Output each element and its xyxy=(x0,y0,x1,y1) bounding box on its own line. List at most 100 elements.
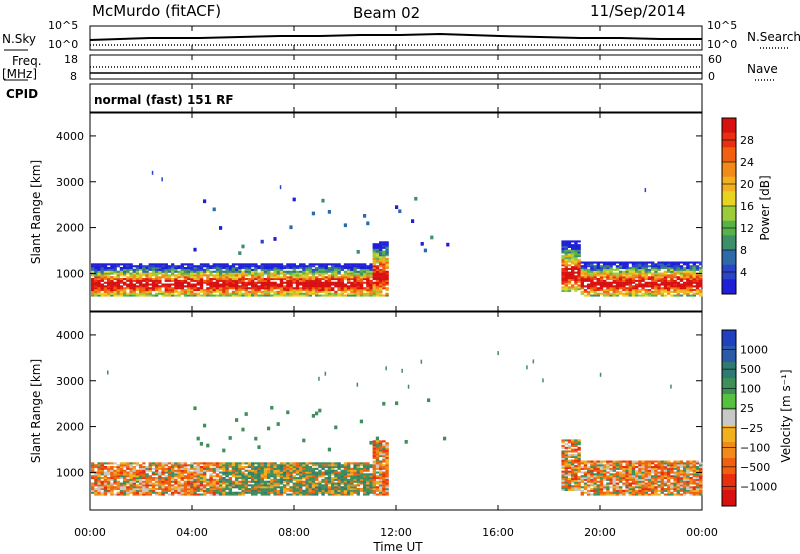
echo-cell xyxy=(606,471,610,474)
echo-cell xyxy=(97,466,101,469)
echo-cell xyxy=(308,466,312,469)
echo-cell xyxy=(375,265,380,268)
echo-cell xyxy=(644,484,648,487)
echo-cell xyxy=(423,248,427,253)
echo-cell xyxy=(209,491,213,494)
echo-cell xyxy=(247,469,252,472)
echo-cell xyxy=(100,292,104,295)
echo-cell xyxy=(299,290,303,293)
echo-cell xyxy=(625,279,629,282)
echo-cell xyxy=(257,272,261,275)
echo-cell xyxy=(270,475,274,478)
echo-cell xyxy=(241,466,245,469)
echo-cell xyxy=(635,489,639,492)
echo-cell xyxy=(276,274,280,277)
echo-cell xyxy=(295,272,300,275)
echo-cell xyxy=(382,263,386,266)
echo-cell xyxy=(596,460,600,463)
echo-cell xyxy=(94,292,98,295)
echo-cell xyxy=(340,265,344,268)
echo-cell xyxy=(116,480,120,483)
echo-cell xyxy=(660,469,664,472)
echo-cell xyxy=(660,292,664,295)
echo-cell xyxy=(660,478,664,481)
x-tick-label: 08:00 xyxy=(278,526,310,539)
echo-cell xyxy=(311,480,316,483)
echo-cell xyxy=(97,285,101,288)
echo-cell xyxy=(174,283,178,286)
echo-cell xyxy=(91,489,95,492)
echo-cell xyxy=(686,477,690,480)
echo-cell xyxy=(686,473,690,476)
echo-cell xyxy=(382,256,386,259)
echo-cell xyxy=(647,469,652,472)
echo-cell xyxy=(97,289,101,292)
echo-cell xyxy=(561,278,565,281)
echo-cell xyxy=(231,268,236,271)
echo-cell xyxy=(356,464,360,467)
echo-cell xyxy=(631,469,636,472)
echo-cell xyxy=(132,466,136,469)
echo-cell xyxy=(215,466,220,469)
echo-cell xyxy=(593,489,597,492)
echo-cell xyxy=(283,285,287,288)
echo-cell xyxy=(267,283,271,286)
echo-cell xyxy=(334,294,338,297)
echo-cell xyxy=(267,281,271,284)
echo-cell xyxy=(356,489,360,492)
echo-cell xyxy=(615,285,620,288)
echo-cell xyxy=(337,467,341,470)
echo-cell xyxy=(683,467,687,470)
echo-cell xyxy=(142,469,146,472)
echo-cell xyxy=(164,488,168,491)
echo-cell xyxy=(628,477,632,480)
echo-cell xyxy=(247,272,252,275)
echo-cell xyxy=(647,460,652,463)
echo-cell xyxy=(183,462,188,465)
echo-cell xyxy=(372,278,376,281)
echo-cell xyxy=(567,455,572,458)
echo-cell xyxy=(196,294,200,297)
echo-cell xyxy=(615,473,620,476)
echo-cell xyxy=(564,280,568,283)
echo-cell xyxy=(327,464,332,467)
echo-cell xyxy=(651,491,655,494)
echo-cell xyxy=(587,471,591,474)
echo-cell xyxy=(343,267,348,270)
echo-cell xyxy=(564,459,568,462)
echo-cell xyxy=(129,462,133,465)
echo-cell xyxy=(167,478,172,481)
echo-cell xyxy=(692,478,696,481)
echo-cell xyxy=(97,292,101,295)
echo-cell xyxy=(257,489,261,492)
echo-cell xyxy=(583,261,588,264)
echo-cell xyxy=(347,265,351,268)
echo-cell xyxy=(615,486,620,489)
echo-cell xyxy=(148,289,152,292)
echo-cell xyxy=(286,478,290,481)
echo-cell xyxy=(343,469,348,472)
echo-cell xyxy=(369,486,373,489)
echo-cell xyxy=(683,475,687,478)
echo-cell xyxy=(199,466,204,469)
echo-cell xyxy=(347,279,351,282)
echo-cell xyxy=(695,462,700,465)
echo-cell xyxy=(215,467,220,470)
echo-cell xyxy=(244,294,248,297)
echo-cell xyxy=(590,272,594,275)
echo-cell xyxy=(257,475,261,478)
echo-cell xyxy=(699,267,703,270)
echo-cell xyxy=(350,289,354,292)
echo-cell xyxy=(638,278,642,281)
echo-cell xyxy=(193,406,197,411)
echo-cell xyxy=(647,278,652,281)
echo-cell xyxy=(219,477,223,480)
echo-cell xyxy=(324,469,328,472)
echo-cell xyxy=(660,294,664,297)
echo-cell xyxy=(174,268,178,271)
echo-cell xyxy=(155,270,159,273)
echo-cell xyxy=(641,466,645,469)
echo-cell xyxy=(673,289,677,292)
echo-cell xyxy=(347,278,351,281)
echo-cell xyxy=(670,268,674,271)
